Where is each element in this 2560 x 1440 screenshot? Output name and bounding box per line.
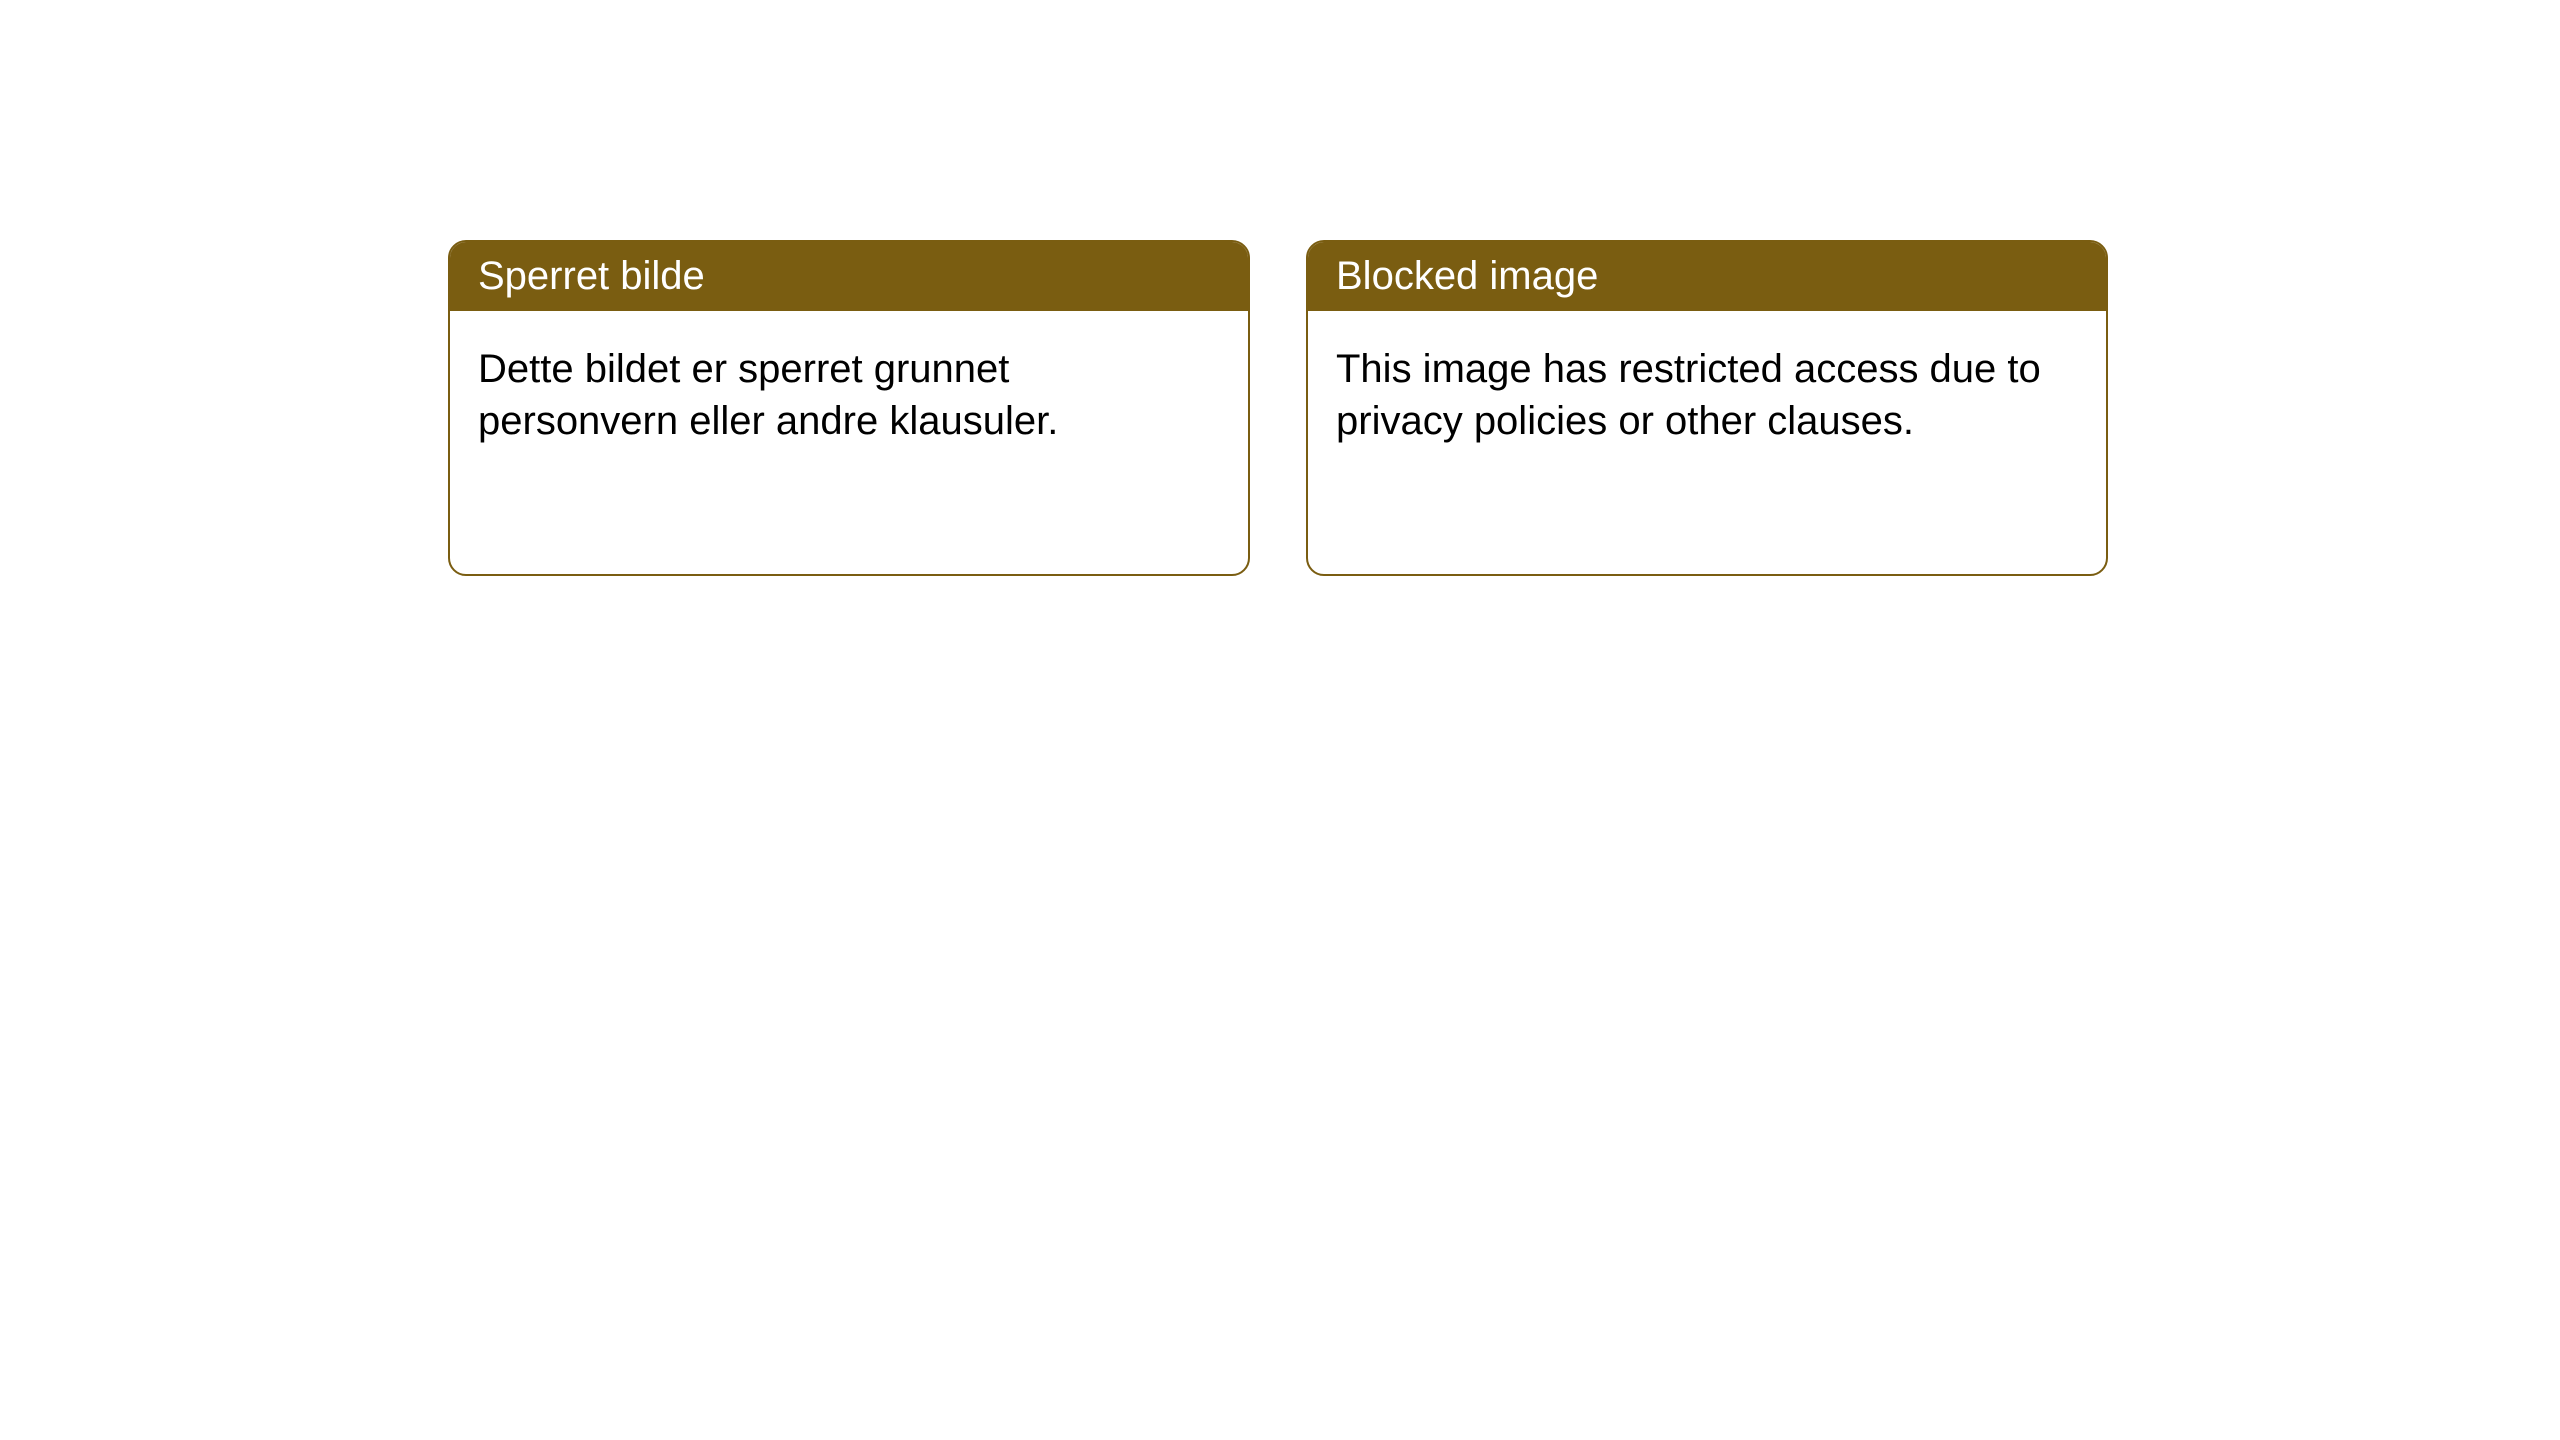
notice-card-english: Blocked image This image has restricted …: [1306, 240, 2108, 576]
notice-container: Sperret bilde Dette bildet er sperret gr…: [0, 0, 2560, 576]
notice-body: Dette bildet er sperret grunnet personve…: [450, 311, 1248, 479]
notice-card-norwegian: Sperret bilde Dette bildet er sperret gr…: [448, 240, 1250, 576]
notice-title: Blocked image: [1308, 242, 2106, 311]
notice-body: This image has restricted access due to …: [1308, 311, 2106, 479]
notice-title: Sperret bilde: [450, 242, 1248, 311]
